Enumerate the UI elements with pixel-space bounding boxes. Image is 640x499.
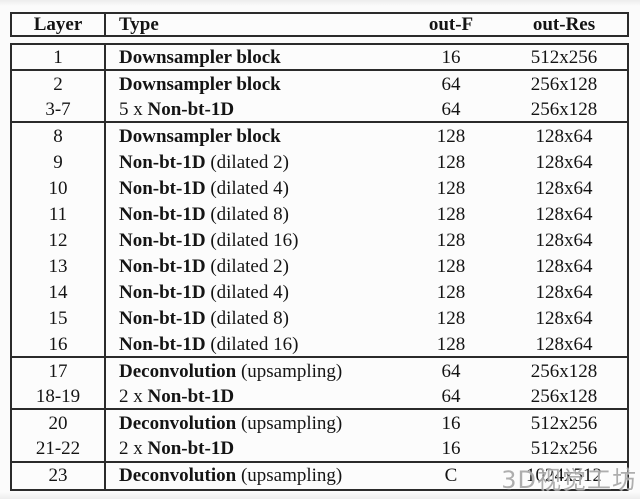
layer-cell: 10	[48, 178, 68, 200]
table-row: 2 Downsampler block 64 256x128	[12, 71, 627, 98]
table-row: 3-7 5 x Non-bt-1D 64 256x128	[12, 97, 627, 124]
out-res-cell: 128x64	[535, 125, 593, 147]
type-cell: 2 x Non-bt-1D	[104, 384, 401, 409]
type-cell: Deconvolution (upsampling)	[104, 358, 401, 385]
table-header: Layer Type out-F out-Res	[10, 12, 629, 37]
type-cell: 5 x Non-bt-1D	[104, 97, 401, 122]
type-cell: Non-bt-1D (dilated 16)	[104, 227, 401, 254]
type-cell: Non-bt-1D (dilated 8)	[104, 201, 401, 228]
out-f-cell: 128	[436, 125, 466, 147]
out-f-cell: 128	[436, 230, 466, 252]
layer-cell: 14	[48, 282, 68, 304]
type-cell: Deconvolution (upsampling)	[104, 410, 401, 437]
type-cell: Downsampler block	[104, 123, 401, 150]
layer-cell: 17	[48, 360, 68, 382]
table-row: 10 Non-bt-1D (dilated 4) 128 128x64	[12, 175, 627, 202]
header-layer: Layer	[33, 14, 83, 35]
type-cell: Non-bt-1D (dilated 2)	[104, 253, 401, 280]
out-f-cell: 16	[441, 437, 461, 459]
header-type: Type	[104, 14, 401, 36]
layer-cell: 18-19	[35, 385, 81, 407]
layer-cell: 11	[48, 204, 68, 226]
layer-cell: 2	[53, 73, 63, 95]
type-cell: Non-bt-1D (dilated 4)	[104, 175, 401, 202]
out-f-cell: 64	[441, 360, 461, 382]
out-res-cell: 128x64	[535, 256, 593, 278]
out-f-cell: 128	[436, 204, 466, 226]
type-cell: Non-bt-1D (dilated 4)	[104, 279, 401, 306]
table-row: 1 Downsampler block 16 512x256	[12, 45, 627, 72]
table-row: 12 Non-bt-1D (dilated 16) 128 128x64	[12, 227, 627, 254]
out-res-cell: 128x64	[535, 333, 593, 355]
out-res-cell: 512x256	[530, 437, 598, 459]
header-out-res: out-Res	[532, 14, 596, 35]
out-f-cell: 64	[441, 98, 461, 120]
table-row: 8 Downsampler block 128 128x64	[12, 123, 627, 150]
out-res-cell: 256x128	[530, 385, 598, 407]
header-out-f: out-F	[428, 14, 474, 35]
out-res-cell: 256x128	[530, 73, 598, 95]
out-res-cell: 256x128	[530, 98, 598, 120]
type-cell: Downsampler block	[104, 71, 401, 98]
table-row: 17 Deconvolution (upsampling) 64 256x128	[12, 358, 627, 385]
table-row: 18-19 2 x Non-bt-1D 64 256x128	[12, 384, 627, 411]
out-f-cell: 16	[441, 46, 461, 68]
type-cell: Deconvolution (upsampling)	[104, 462, 401, 489]
layer-cell: 15	[48, 308, 68, 330]
out-res-cell: 512x256	[530, 412, 598, 434]
table-row: 13 Non-bt-1D (dilated 2) 128 128x64	[12, 253, 627, 280]
table-row: 23 Deconvolution (upsampling) C 1024x512	[12, 462, 627, 489]
layer-cell: 1	[53, 46, 63, 68]
out-f-cell: 128	[436, 151, 466, 173]
table-body: 1 Downsampler block 16 512x256 2 Downsam…	[10, 43, 629, 491]
layer-cell: 9	[53, 151, 63, 173]
table-row: 15 Non-bt-1D (dilated 8) 128 128x64	[12, 305, 627, 333]
out-f-cell: 16	[441, 412, 461, 434]
out-f-cell: 128	[436, 256, 466, 278]
layer-cell: 20	[48, 412, 68, 434]
table-row: 14 Non-bt-1D (dilated 4) 128 128x64	[12, 279, 627, 306]
out-f-cell: 128	[436, 333, 466, 355]
out-f-cell: 128	[436, 282, 466, 304]
type-cell: Non-bt-1D (dilated 8)	[104, 305, 401, 333]
type-cell: 2 x Non-bt-1D	[104, 436, 401, 461]
out-res-cell: 128x64	[535, 230, 593, 252]
out-f-cell: C	[444, 465, 458, 487]
out-res-cell: 128x64	[535, 282, 593, 304]
layer-cell: 8	[53, 125, 63, 147]
table-row: 20 Deconvolution (upsampling) 16 512x256	[12, 410, 627, 437]
out-f-cell: 64	[441, 73, 461, 95]
out-res-cell: 1024x512	[526, 465, 602, 487]
out-res-cell: 256x128	[530, 360, 598, 382]
table-row: 11 Non-bt-1D (dilated 8) 128 128x64	[12, 201, 627, 228]
table-row: 16 Non-bt-1D (dilated 16) 128 128x64	[12, 332, 627, 359]
layer-cell: 21-22	[35, 437, 81, 459]
type-cell: Non-bt-1D (dilated 16)	[104, 332, 401, 357]
type-cell: Non-bt-1D (dilated 2)	[104, 149, 401, 176]
out-res-cell: 128x64	[535, 151, 593, 173]
layer-cell: 3-7	[45, 98, 71, 120]
layer-cell: 13	[48, 256, 68, 278]
out-res-cell: 128x64	[535, 204, 593, 226]
layer-cell: 16	[48, 333, 68, 355]
out-f-cell: 128	[436, 178, 466, 200]
out-res-cell: 128x64	[535, 178, 593, 200]
table-row: 9 Non-bt-1D (dilated 2) 128 128x64	[12, 149, 627, 176]
out-res-cell: 128x64	[535, 308, 593, 330]
layer-cell: 12	[48, 230, 68, 252]
layer-cell: 23	[48, 465, 68, 487]
out-f-cell: 64	[441, 385, 461, 407]
out-f-cell: 128	[436, 308, 466, 330]
out-res-cell: 512x256	[530, 46, 598, 68]
table-row: 21-22 2 x Non-bt-1D 16 512x256	[12, 436, 627, 463]
type-cell: Downsampler block	[104, 45, 401, 70]
